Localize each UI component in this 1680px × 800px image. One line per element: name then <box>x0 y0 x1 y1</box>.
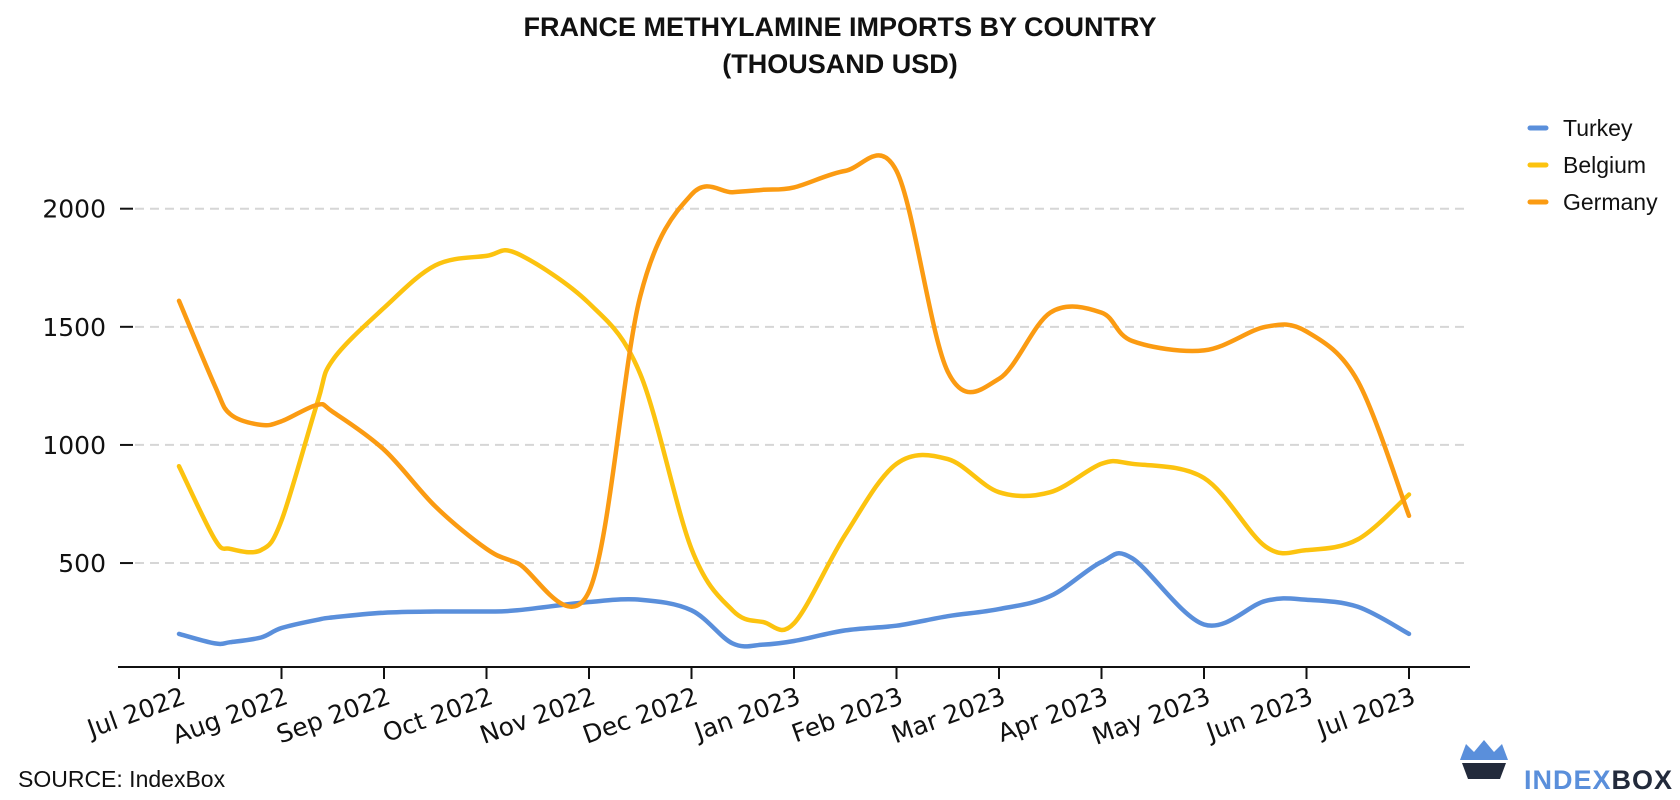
y-tick-label-500: 500 <box>58 549 106 578</box>
series-line-turkey <box>176 550 1412 649</box>
x-tick-label: Jan 2023 <box>689 681 804 747</box>
series-line-belgium <box>176 248 1412 633</box>
legend: Turkey Belgium Germany <box>1527 115 1658 215</box>
brand-text: INDEXBOX <box>1524 765 1673 795</box>
chart-title-line-2: (THOUSAND USD) <box>722 49 958 79</box>
x-tick-label: Sep 2022 <box>273 681 394 749</box>
legend-label-turkey: Turkey <box>1563 115 1633 141</box>
source-label: SOURCE: IndexBox <box>18 766 226 792</box>
x-tick-label: Dec 2022 <box>579 681 702 749</box>
x-tick-label: Nov 2022 <box>476 681 599 749</box>
brand-index: INDEX <box>1524 765 1612 795</box>
x-tick-label: May 2023 <box>1088 681 1214 750</box>
series-lines <box>176 153 1412 649</box>
indexbox-logo: INDEXBOX <box>1460 740 1673 795</box>
x-tick-label: Jul 2023 <box>1312 681 1419 744</box>
grid-lines <box>135 207 1470 565</box>
y-tick-label-1500: 1500 <box>42 313 106 342</box>
x-tick-label: Oct 2022 <box>379 681 497 748</box>
legend-label-germany: Germany <box>1563 189 1658 215</box>
logo-icon <box>1460 740 1508 779</box>
chart-title-line-1: FRANCE METHYLAMINE IMPORTS BY COUNTRY <box>523 12 1156 42</box>
y-tick-label-1000: 1000 <box>42 431 106 460</box>
x-tick-label: Jun 2023 <box>1201 681 1317 747</box>
x-tick-label: Feb 2023 <box>788 681 907 748</box>
series-line-germany <box>176 153 1412 609</box>
y-tick-label-2000: 2000 <box>42 195 106 224</box>
x-tick-label: Aug 2022 <box>169 681 292 749</box>
y-axis: 500 1000 1500 2000 <box>42 195 133 578</box>
x-tick-label: Mar 2023 <box>888 681 1010 749</box>
brand-box: BOX <box>1612 765 1674 795</box>
legend-label-belgium: Belgium <box>1563 152 1646 178</box>
chart-title: FRANCE METHYLAMINE IMPORTS BY COUNTRY (T… <box>523 12 1156 79</box>
